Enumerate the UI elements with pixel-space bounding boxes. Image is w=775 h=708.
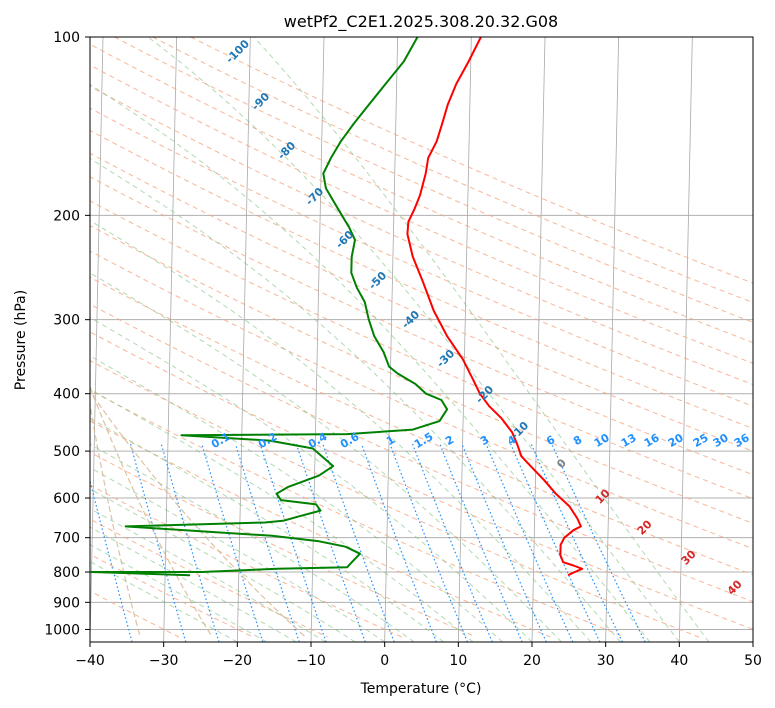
y-axis-label: Pressure (hPa) [13,290,29,390]
y-axis: 100 200 300 400 500 600 700 800 900 1000 [44,30,90,638]
isotherm-line [163,37,178,642]
isotherm-line [90,37,104,642]
mixing-ratio-line [389,443,469,642]
dry-adiabat [90,360,700,638]
moist-adiabat [90,443,415,642]
x-axis: −40 −30 −20 −10 0 10 20 30 40 50 [75,642,762,669]
y-tick-label: 800 [53,565,80,581]
dry-adiabat [90,107,753,407]
mixing-ratio-line [201,443,264,642]
x-tick-label: −10 [296,653,326,669]
dry-adiabat-highlight [90,385,213,638]
y-tick-label: 700 [53,531,80,547]
dry-adiabat [90,64,753,364]
y-tick-label: 1000 [44,622,80,638]
moist-adiabat [90,508,326,642]
y-tick-label: 600 [53,491,80,507]
dry-adiabat [90,303,753,603]
moist-adiabat [90,526,297,642]
dry-adiabat [90,250,753,550]
x-axis-label: Temperature (°C) [360,681,482,697]
isotherm-line [236,37,251,642]
mixing-ratio-line [510,443,601,642]
moist-adiabat [90,388,474,642]
x-tick-label: 0 [380,653,389,669]
y-tick-label: 100 [53,30,80,46]
x-tick-label: −40 [75,653,105,669]
moist-adiabat [90,220,592,642]
moist-adiabat [90,317,533,642]
moist-adiabat [90,488,356,642]
mixing-ratio-line [360,443,437,642]
temperature-profile [406,37,584,577]
dry-adiabat-highlight [90,401,141,638]
dry-adiabat-highlight [90,390,306,638]
x-tick-label: 30 [597,653,615,669]
x-tick-label: −30 [149,653,179,669]
y-tick-label: 900 [53,595,80,611]
mixing-ratio-line [551,443,646,642]
y-tick-label: 500 [53,444,80,460]
moist-adiabat [90,560,238,642]
moist-adiabat [90,417,444,642]
background-lines [90,37,753,642]
dry-adiabat [152,37,753,304]
moist-adiabat [90,83,651,642]
y-tick-label: 300 [53,313,80,329]
mixing-ratio-line [461,443,547,642]
y-tick-label: 200 [53,208,80,224]
x-tick-label: 10 [449,653,467,669]
x-tick-label: 50 [744,653,762,669]
moist-adiabat [90,467,385,642]
mixing-ratio-line [530,443,623,642]
chart-title: wetPf2_C2E1.2025.308.20.32.G08 [284,12,558,32]
dry-adiabat [90,43,753,344]
dry-adiabat [90,518,328,638]
dry-adiabat [90,152,753,452]
dry-adiabat [90,451,477,638]
moist-adiabat [90,355,503,642]
isotherm-line [678,37,693,642]
moist-adiabat [90,272,562,642]
isotherm-line [457,37,472,642]
moist-adiabat [90,544,268,642]
x-tick-label: −20 [223,653,253,669]
y-tick-label: 400 [53,387,80,403]
plot-frame [89,36,754,643]
x-tick-label: 40 [670,653,688,669]
dry-adiabat [90,331,753,630]
isotherm-line [605,37,620,642]
mixing-ratio-line [485,443,574,642]
profiles [90,37,584,577]
dewpoint-profile [90,37,449,577]
mixing-ratio-line [259,443,327,642]
moist-adiabat [253,37,710,642]
x-tick-label: 20 [523,653,541,669]
dry-adiabat [90,200,753,500]
isotherm-line [384,37,399,642]
mixing-ratio-line [234,443,300,642]
moist-adiabat [90,157,621,642]
